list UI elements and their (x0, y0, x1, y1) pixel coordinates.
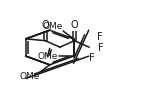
Text: F: F (98, 43, 104, 53)
Text: F: F (89, 53, 95, 63)
Text: O: O (41, 20, 49, 30)
Text: OMe: OMe (42, 22, 63, 31)
Text: OMe: OMe (19, 72, 40, 81)
Text: O: O (71, 20, 78, 30)
Text: F: F (96, 32, 102, 42)
Text: OMe: OMe (38, 52, 58, 61)
